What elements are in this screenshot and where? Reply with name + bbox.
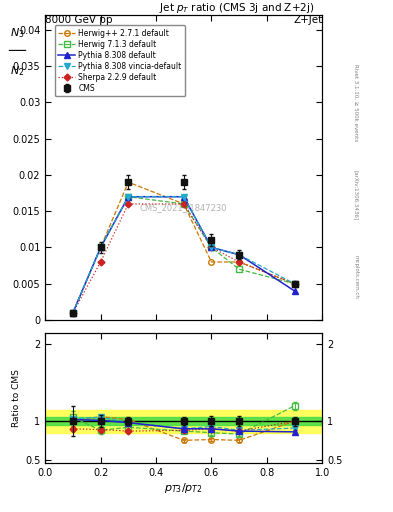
- Text: [arXiv:1306.3436]: [arXiv:1306.3436]: [353, 169, 358, 220]
- Herwig++ 2.7.1 default: [237, 259, 242, 265]
- Herwig 7.1.3 default: [209, 244, 214, 250]
- Line: Pythia 8.308 vincia-default: Pythia 8.308 vincia-default: [70, 194, 298, 315]
- Herwig 7.1.3 default: [126, 194, 131, 200]
- Line: Pythia 8.308 default: Pythia 8.308 default: [70, 194, 298, 315]
- Y-axis label: Ratio to CMS: Ratio to CMS: [12, 369, 21, 427]
- Pythia 8.308 default: [292, 288, 297, 294]
- Pythia 8.308 vincia-default: [292, 281, 297, 287]
- Line: Sherpa 2.2.9 default: Sherpa 2.2.9 default: [70, 202, 297, 315]
- Sherpa 2.2.9 default: [98, 259, 103, 265]
- Sherpa 2.2.9 default: [209, 244, 214, 250]
- Herwig 7.1.3 default: [98, 244, 103, 250]
- Herwig++ 2.7.1 default: [209, 259, 214, 265]
- Herwig 7.1.3 default: [237, 266, 242, 272]
- Text: Z+Jet: Z+Jet: [293, 15, 322, 26]
- Pythia 8.308 vincia-default: [237, 252, 242, 258]
- Pythia 8.308 default: [98, 244, 103, 250]
- Herwig++ 2.7.1 default: [98, 244, 103, 250]
- Text: mcplots.cern.ch: mcplots.cern.ch: [353, 254, 358, 298]
- Text: Jet $p_T$ ratio (CMS 3j and Z+2j): Jet $p_T$ ratio (CMS 3j and Z+2j): [159, 1, 314, 15]
- Sherpa 2.2.9 default: [182, 201, 186, 207]
- Text: $N_3$: $N_3$: [10, 26, 25, 40]
- Line: Herwig 7.1.3 default: Herwig 7.1.3 default: [70, 194, 298, 315]
- Herwig 7.1.3 default: [292, 281, 297, 287]
- Herwig++ 2.7.1 default: [126, 179, 131, 185]
- Herwig 7.1.3 default: [182, 201, 186, 207]
- Herwig 7.1.3 default: [71, 310, 75, 316]
- Pythia 8.308 vincia-default: [209, 244, 214, 250]
- Herwig++ 2.7.1 default: [182, 201, 186, 207]
- Sherpa 2.2.9 default: [237, 259, 242, 265]
- Legend: Herwig++ 2.7.1 default, Herwig 7.1.3 default, Pythia 8.308 default, Pythia 8.308: Herwig++ 2.7.1 default, Herwig 7.1.3 def…: [55, 25, 185, 96]
- Line: Herwig++ 2.7.1 default: Herwig++ 2.7.1 default: [70, 179, 298, 315]
- Pythia 8.308 default: [237, 252, 242, 258]
- Text: Rivet 3.1.10, ≥ 500k events: Rivet 3.1.10, ≥ 500k events: [353, 64, 358, 141]
- Bar: [45, 417, 322, 425]
- Pythia 8.308 default: [209, 244, 214, 250]
- Herwig++ 2.7.1 default: [71, 310, 75, 316]
- Pythia 8.308 default: [126, 194, 131, 200]
- Sherpa 2.2.9 default: [71, 310, 75, 316]
- Herwig++ 2.7.1 default: [292, 281, 297, 287]
- Text: $N_2$: $N_2$: [10, 64, 25, 78]
- Sherpa 2.2.9 default: [292, 281, 297, 287]
- Pythia 8.308 vincia-default: [126, 194, 131, 200]
- Bar: [45, 410, 322, 433]
- X-axis label: $p_{T3}/p_{T2}$: $p_{T3}/p_{T2}$: [164, 481, 203, 495]
- Pythia 8.308 default: [71, 310, 75, 316]
- Pythia 8.308 vincia-default: [98, 244, 103, 250]
- Pythia 8.308 default: [182, 194, 186, 200]
- Text: CMS_2021_I1847230: CMS_2021_I1847230: [140, 203, 228, 212]
- Pythia 8.308 vincia-default: [71, 310, 75, 316]
- Sherpa 2.2.9 default: [126, 201, 131, 207]
- Text: 8000 GeV pp: 8000 GeV pp: [45, 15, 113, 26]
- Pythia 8.308 vincia-default: [182, 194, 186, 200]
